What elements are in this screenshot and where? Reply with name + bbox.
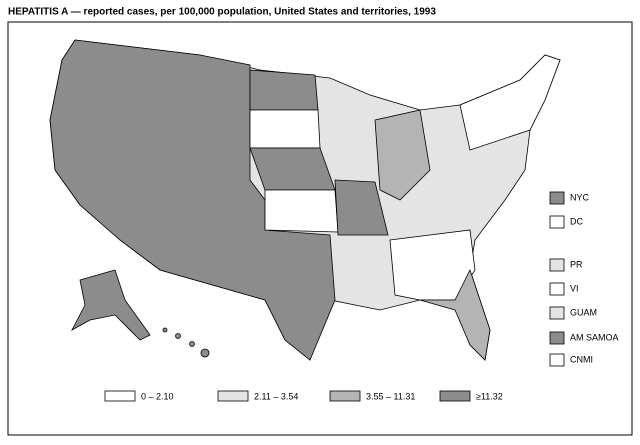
frame (7, 21, 633, 436)
west-region (49, 39, 336, 361)
dakota-region (249, 109, 321, 149)
legend-swatch (217, 390, 249, 402)
north-central (249, 69, 319, 111)
legend-label: ≥11.32 (476, 391, 503, 401)
territory-box (549, 353, 565, 367)
legend-label: 2.11 – 3.54 (254, 391, 298, 401)
territory-label: DC (570, 216, 583, 226)
hawaii (175, 333, 181, 339)
territory-label: AM SAMOA (570, 332, 619, 342)
territory-label: VI (570, 283, 579, 293)
territory-label: NYC (570, 192, 590, 202)
legend-label: 0 – 2.10 (141, 391, 174, 401)
hawaii (162, 327, 168, 333)
legend-label: 3.55 – 11.31 (366, 391, 415, 401)
territory-box (549, 282, 565, 296)
territory-box (549, 258, 565, 272)
alaska (71, 269, 151, 341)
florida-region (419, 268, 491, 361)
us-map (49, 39, 561, 361)
midwest-region (374, 109, 431, 201)
territory-label: CNMI (570, 354, 593, 364)
northeast-region (459, 54, 561, 151)
hawaii (189, 341, 195, 347)
legend: 0 – 2.10 2.11 – 3.54 3.55 – 11.31 ≥11.32 (104, 390, 503, 402)
territory-box (549, 191, 565, 205)
kansas-region (264, 189, 339, 233)
legend-swatch (439, 390, 471, 402)
legend-swatch (329, 390, 361, 402)
territory-label: GUAM (570, 307, 597, 317)
territory-box (549, 215, 565, 229)
territory-box (549, 306, 565, 320)
territory-label: PR (570, 259, 583, 269)
plains-region (249, 147, 336, 191)
map-title: HEPATITIS A — reported cases, per 100,00… (8, 7, 436, 18)
territory-box (549, 331, 565, 345)
missouri-region (334, 179, 389, 236)
hawaii (200, 348, 210, 358)
legend-swatch (104, 390, 136, 402)
territory-list: NYC DC PR VI GUAM AM SAMOA CNMI (549, 191, 619, 367)
